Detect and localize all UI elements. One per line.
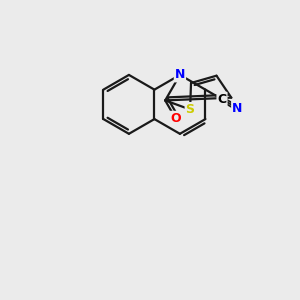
Text: N: N [175, 68, 185, 81]
Text: C: C [218, 93, 226, 106]
Text: N: N [232, 101, 242, 115]
Text: O: O [170, 112, 181, 125]
Text: S: S [186, 103, 195, 116]
